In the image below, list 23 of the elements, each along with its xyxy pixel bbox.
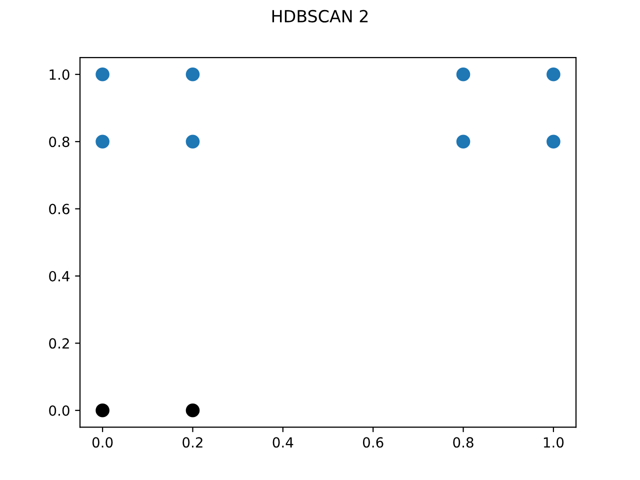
x-tick-label: 0.8	[453, 437, 474, 448]
y-tick-label: 1.0	[50, 69, 70, 80]
point	[96, 134, 110, 149]
y-tick-label: 0.6	[49, 204, 70, 214]
y-tick-label: 0.8	[49, 136, 70, 148]
point	[546, 67, 560, 82]
x-tick-label: 0.0	[92, 437, 113, 448]
x-tick-label: 0.6	[362, 437, 384, 448]
x-tick-label: 0.4	[272, 437, 294, 448]
point	[96, 67, 110, 82]
y-tick-label: 0.4	[49, 270, 70, 282]
point	[456, 67, 470, 82]
point	[186, 134, 200, 149]
point	[186, 67, 200, 82]
point	[186, 403, 200, 418]
y-tick-label: 0.0	[49, 405, 70, 416]
x-tick-label: 1.0	[544, 437, 564, 448]
point	[96, 403, 110, 418]
point	[546, 134, 560, 149]
chart-title: HDBSCAN 2	[272, 10, 368, 22]
y-tick-label: 0.2	[49, 338, 69, 349]
x-tick-label: 0.2	[182, 437, 202, 448]
point	[456, 134, 470, 149]
